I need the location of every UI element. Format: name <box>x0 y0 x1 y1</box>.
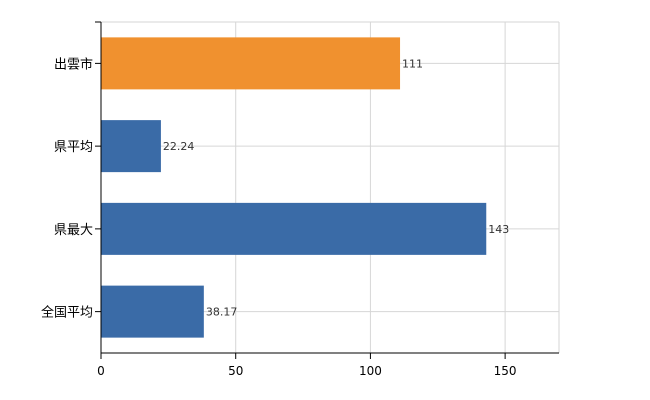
data-label-2: 143 <box>488 223 509 236</box>
data-label-0: 111 <box>402 57 423 70</box>
x-tick-label-150: 150 <box>494 364 517 378</box>
bar-3 <box>101 285 204 338</box>
y-tick-label-1: 県平均 <box>54 140 93 155</box>
bar-1 <box>101 120 161 173</box>
y-tick-label-3: 全国平均 <box>41 305 93 321</box>
bar-0 <box>101 37 401 90</box>
x-tick-label-100: 100 <box>359 364 382 378</box>
y-tick-label-2: 県最大 <box>54 223 93 238</box>
x-tick-label-50: 50 <box>228 364 243 378</box>
bar-2 <box>101 202 487 255</box>
y-tick-label-0: 出雲市 <box>54 56 93 72</box>
data-label-3: 38.17 <box>206 306 238 319</box>
x-tick-label-0: 0 <box>97 364 105 378</box>
data-label-1: 22.24 <box>163 140 195 153</box>
